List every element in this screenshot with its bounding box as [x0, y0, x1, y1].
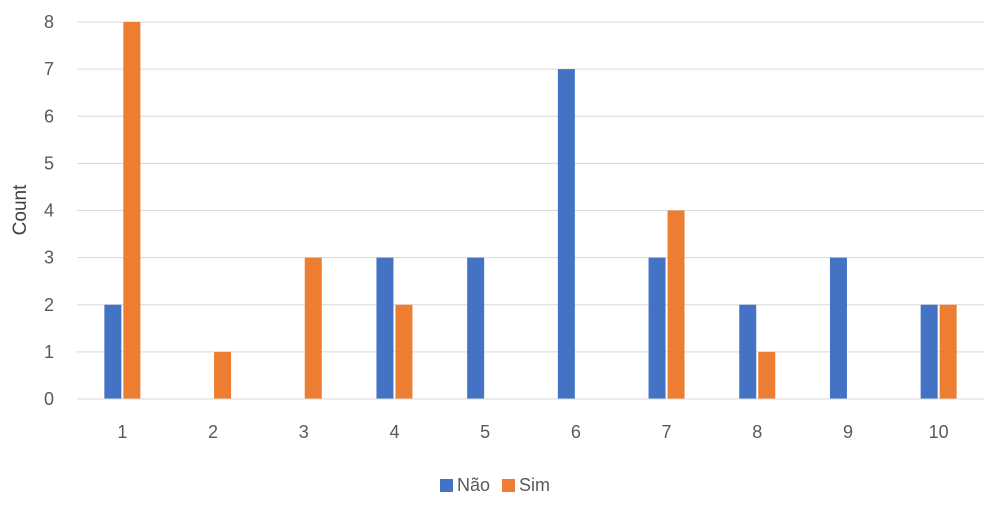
- x-tick-label: 6: [571, 422, 581, 442]
- bar-sim-7: [667, 210, 685, 399]
- y-tick-label: 7: [44, 59, 54, 79]
- bar-sim-1: [123, 22, 141, 399]
- y-tick-label: 4: [44, 201, 54, 221]
- legend-label: Sim: [519, 475, 550, 495]
- bar-n-o-5: [467, 257, 485, 399]
- bar-n-o-10: [920, 304, 938, 399]
- bar-n-o-7: [648, 257, 666, 399]
- y-tick-label: 2: [44, 295, 54, 315]
- y-axis-title: Count: [10, 184, 31, 235]
- y-tick-label: 6: [44, 106, 54, 126]
- bar-n-o-1: [104, 304, 122, 399]
- y-tick-label: 3: [44, 248, 54, 268]
- x-tick-label: 2: [208, 422, 218, 442]
- bar-n-o-8: [739, 304, 757, 399]
- bar-n-o-9: [829, 257, 847, 399]
- x-tick-label: 3: [299, 422, 309, 442]
- legend: Não Sim: [440, 475, 550, 495]
- y-tick-label: 0: [44, 389, 54, 409]
- x-tick-label: 7: [662, 422, 672, 442]
- bar-sim-2: [214, 351, 232, 399]
- x-tick-label: 4: [389, 422, 399, 442]
- y-tick-label: 5: [44, 153, 54, 173]
- gridlines: [77, 21, 984, 353]
- bar-n-o-4: [376, 257, 394, 399]
- x-tick-label: 8: [752, 422, 762, 442]
- y-tick-label: 1: [44, 342, 54, 362]
- bar-sim-4: [395, 304, 413, 399]
- legend-label: Não: [457, 475, 490, 495]
- bar-sim-8: [758, 351, 776, 399]
- bar-sim-3: [304, 257, 322, 399]
- x-tick-label: 9: [843, 422, 853, 442]
- bar-n-o-6: [557, 69, 575, 399]
- legend-swatch: [502, 479, 515, 492]
- bars: [104, 22, 957, 399]
- x-tick-label: 10: [929, 422, 949, 442]
- legend-swatch: [440, 479, 453, 492]
- y-tick-label: 8: [44, 12, 54, 32]
- axes: 0 1 2 3 4 5 6 7 8 1 2 3 4 5 6 7 8 9 10: [44, 12, 984, 442]
- x-tick-label: 5: [480, 422, 490, 442]
- bar-sim-10: [939, 304, 957, 399]
- x-tick-label: 1: [117, 422, 127, 442]
